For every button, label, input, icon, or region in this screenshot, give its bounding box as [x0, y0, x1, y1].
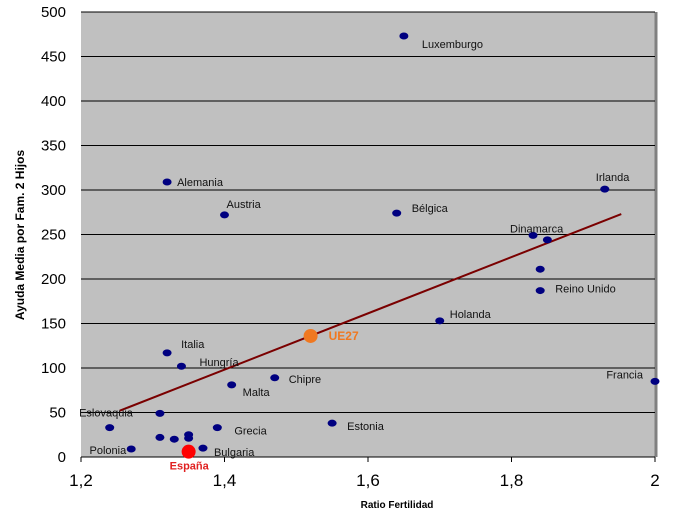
point-label: Austria — [227, 199, 262, 211]
y-tick-label: 150 — [41, 316, 66, 333]
y-tick-label: 400 — [41, 93, 66, 110]
point-label: Alemania — [177, 177, 224, 189]
point-label: Eslovaquia — [79, 407, 134, 419]
point-label: Hungría — [199, 357, 239, 369]
data-point — [220, 211, 229, 219]
point-label: España — [170, 461, 210, 473]
y-tick-label: 200 — [41, 271, 66, 288]
y-tick-labels: 0 50 100 150 200 250 300 350 400 450 500 — [41, 4, 66, 466]
data-points — [105, 32, 660, 459]
data-point — [435, 317, 445, 325]
point-label: Bélgica — [412, 203, 449, 215]
point-label: Dinamarca — [510, 223, 564, 235]
gridlines — [80, 11, 656, 462]
data-point — [392, 209, 402, 217]
trendline — [119, 213, 622, 412]
y-tick-label: 500 — [41, 4, 66, 21]
x-tick-label: 1,6 — [356, 471, 380, 490]
data-point — [535, 265, 545, 273]
data-point — [270, 374, 280, 382]
data-point — [535, 287, 545, 295]
data-point-espana — [181, 444, 196, 459]
point-label: UE27 — [329, 329, 359, 343]
data-point — [198, 444, 208, 452]
data-point — [327, 419, 337, 427]
point-label: Polonia — [90, 445, 128, 457]
data-point — [155, 433, 165, 441]
data-point — [105, 424, 115, 432]
data-point — [212, 424, 222, 432]
data-point — [176, 362, 186, 370]
data-point — [399, 32, 409, 40]
trendline-line — [119, 213, 622, 412]
data-point — [155, 409, 165, 417]
y-tick-label: 50 — [49, 405, 66, 422]
data-point — [650, 377, 660, 385]
point-label: Estonia — [347, 421, 385, 433]
data-point — [162, 178, 172, 186]
y-tick-label: 250 — [41, 227, 66, 244]
x-axis-title: Ratio Fertilidad — [361, 500, 434, 511]
x-tick-label: 2 — [650, 471, 659, 490]
data-point — [162, 349, 172, 357]
x-tick-labels: 1,2 1,4 1,6 1,8 2 — [69, 471, 660, 490]
point-label: Francia — [606, 369, 644, 381]
x-tick-label: 1,2 — [69, 471, 93, 490]
y-tick-label: 0 — [58, 449, 66, 466]
data-point — [169, 435, 179, 443]
data-point — [227, 381, 237, 389]
data-point — [184, 434, 194, 442]
point-label: Malta — [243, 387, 271, 399]
data-point — [600, 185, 610, 193]
data-point-ue27 — [303, 328, 318, 343]
y-tick-label: 300 — [41, 182, 66, 199]
point-label: Chipre — [289, 374, 321, 386]
point-label: Italia — [181, 339, 205, 351]
point-label: Reino Unido — [555, 284, 616, 296]
point-label: Luxemburgo — [422, 39, 483, 51]
data-point — [542, 236, 552, 244]
data-point — [126, 445, 136, 453]
y-axis-title: Ayuda Media por Fam. 2 Hijos — [13, 150, 27, 321]
point-label: Grecia — [234, 426, 267, 438]
point-label: Bulgaria — [214, 447, 255, 459]
y-tick-label: 100 — [41, 360, 66, 377]
x-tick-label: 1,8 — [500, 471, 524, 490]
point-label: Irlanda — [596, 172, 631, 184]
point-label: Holanda — [450, 309, 492, 321]
data-point — [528, 231, 538, 239]
y-tick-label: 350 — [41, 138, 66, 155]
x-tick-label: 1,4 — [213, 471, 237, 490]
y-tick-label: 450 — [41, 49, 66, 66]
